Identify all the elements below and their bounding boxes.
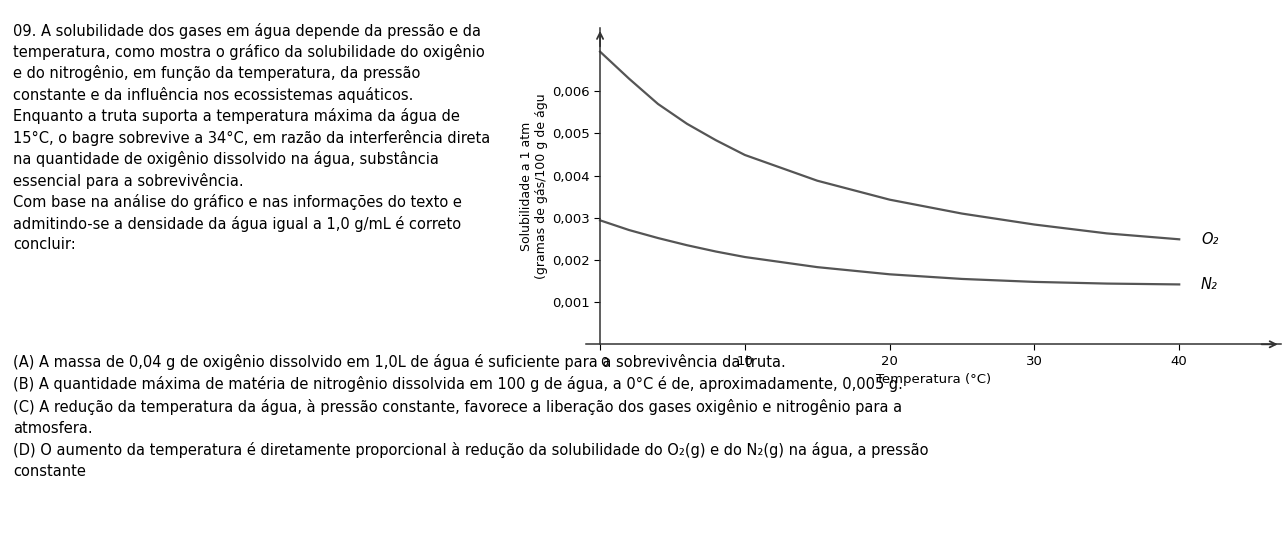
Text: O₂: O₂: [1201, 232, 1219, 247]
Text: 09. A solubilidade dos gases em água depende da pressão e da
temperatura, como m: 09. A solubilidade dos gases em água dep…: [13, 23, 490, 252]
Text: (A) A massa de 0,04 g de oxigênio dissolvido em 1,0L de água é suficiente para a: (A) A massa de 0,04 g de oxigênio dissol…: [13, 354, 928, 479]
Text: N₂: N₂: [1201, 277, 1218, 292]
Y-axis label: Solubilidade a 1 atm
(gramas de gás/100 g de águ: Solubilidade a 1 atm (gramas de gás/100 …: [520, 94, 548, 279]
X-axis label: Temperatura (°C): Temperatura (°C): [875, 373, 991, 386]
Text: 0: 0: [600, 356, 609, 369]
